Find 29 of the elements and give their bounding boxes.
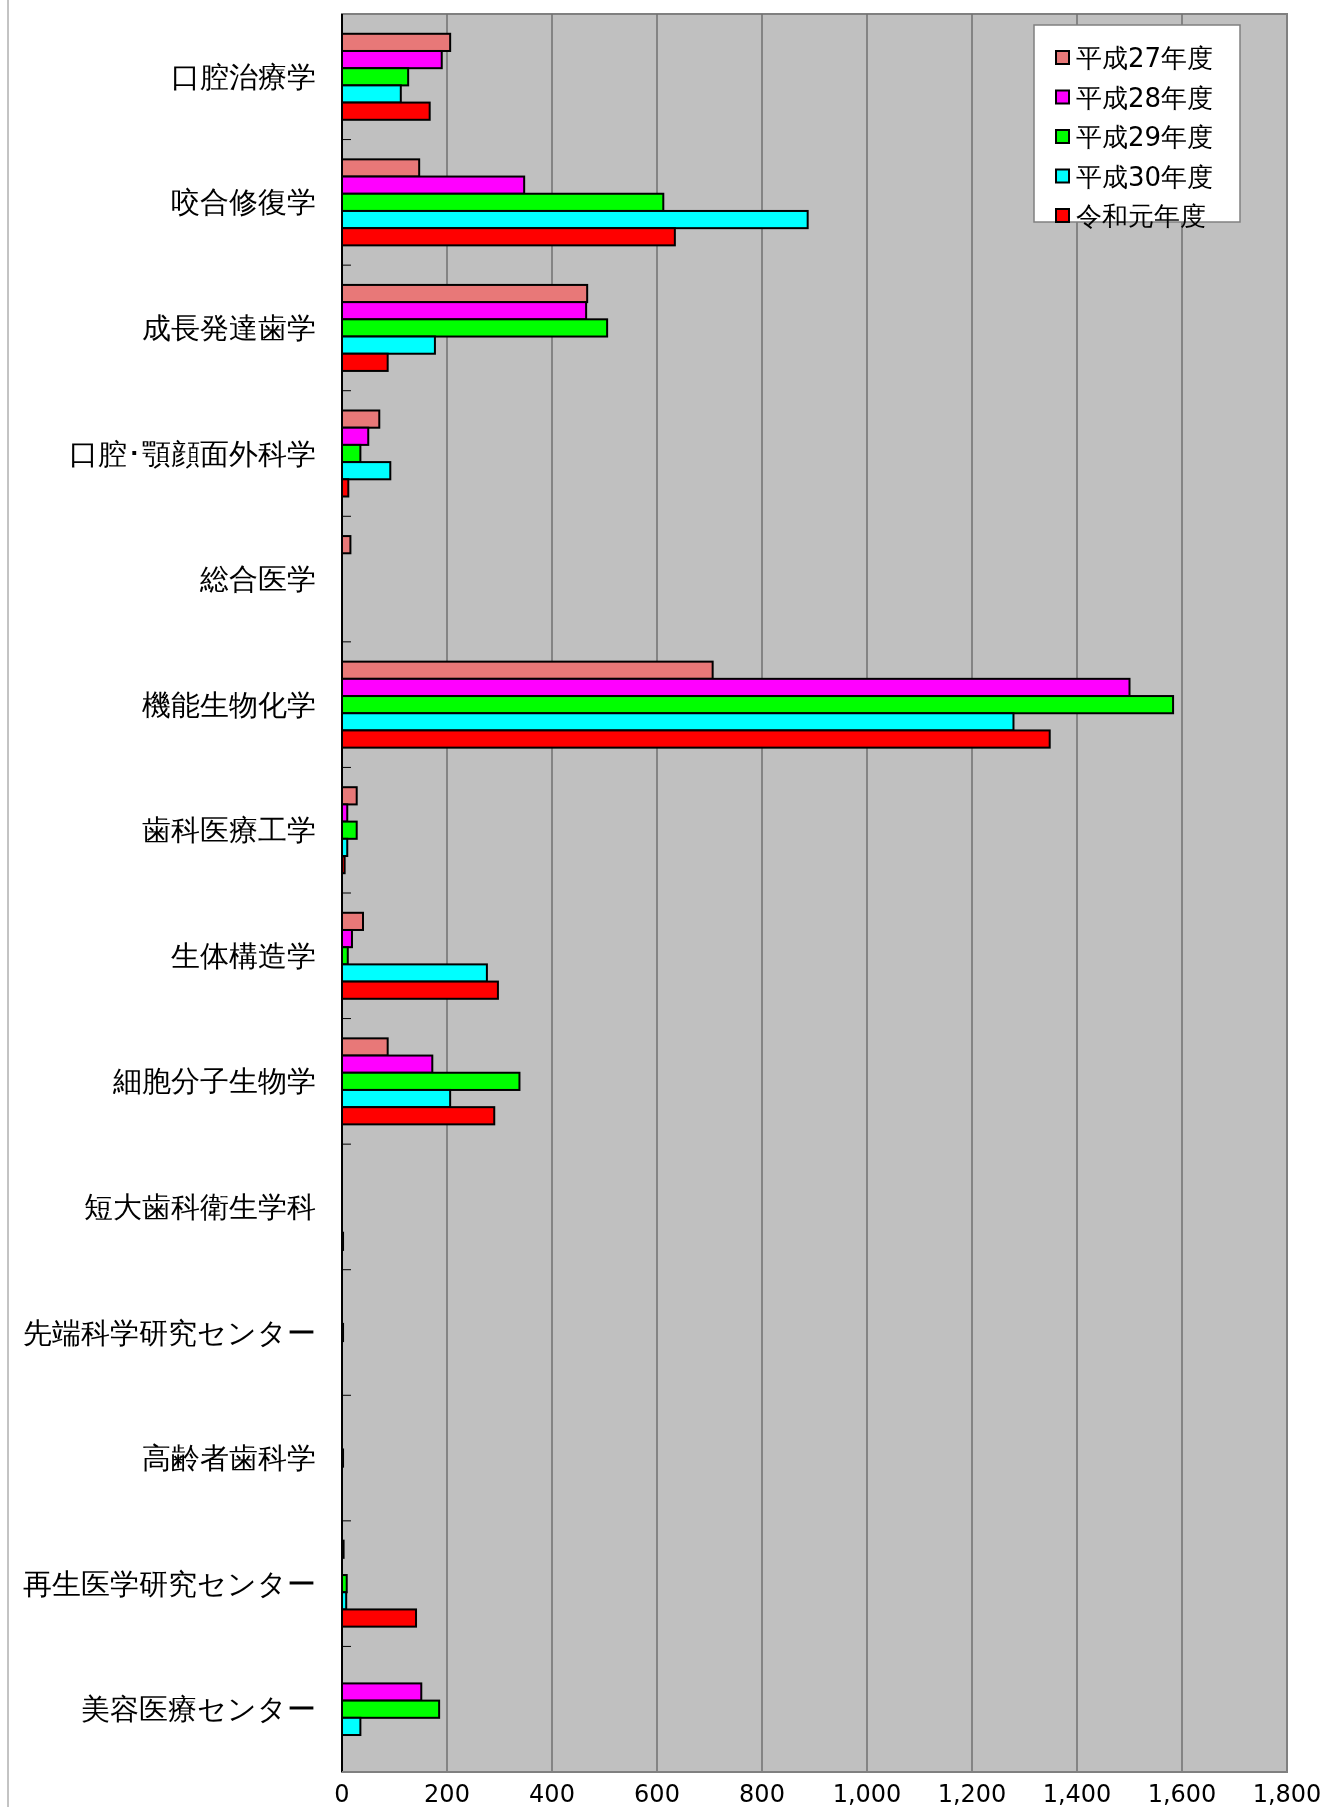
- y-tick-label: 口腔･顎顔面外科学: [69, 436, 316, 471]
- x-tick-label: 1,400: [1042, 1780, 1112, 1807]
- x-tick-label: 600: [634, 1780, 680, 1807]
- y-tick-label: 再生医学研究センター: [23, 1566, 316, 1601]
- y-tick-label: 高齢者歯科学: [142, 1441, 316, 1476]
- x-tick-label: 1,000: [832, 1780, 902, 1807]
- y-tick-label: 生体構造学: [171, 938, 316, 973]
- x-tick-label: 1,800: [1252, 1780, 1322, 1807]
- x-tick-label: 800: [739, 1780, 785, 1807]
- y-tick-label: 総合医学: [199, 562, 316, 597]
- x-tick-label: 1,200: [937, 1780, 1007, 1807]
- y-tick-label: 歯科医療工学: [142, 813, 316, 848]
- legend-label: 平成29年度: [1076, 122, 1214, 152]
- legend-label: 平成30年度: [1076, 161, 1214, 192]
- legend-label: 令和元年度: [1076, 201, 1206, 231]
- y-tick-label: 咬合修復学: [171, 185, 316, 220]
- y-tick-label: 成長発達歯学: [142, 310, 316, 345]
- y-tick-label: 短大歯科衛生学科: [84, 1189, 316, 1224]
- y-tick-label: 細胞分子生物学: [112, 1064, 316, 1099]
- y-tick-label: 美容医療センター: [81, 1692, 316, 1727]
- legend-label: 平成28年度: [1076, 82, 1214, 113]
- x-tick-label: 0: [334, 1780, 350, 1807]
- y-tick-label: 機能生物化学: [142, 687, 316, 722]
- y-tick-label: 先端科学研究センター: [23, 1315, 316, 1350]
- y-tick-label: 口腔治療学: [171, 59, 316, 94]
- x-tick-label: 400: [529, 1780, 575, 1807]
- x-tick-label: 200: [424, 1780, 470, 1807]
- x-tick-label: 1,600: [1147, 1780, 1217, 1807]
- legend-label: 平成27年度: [1076, 43, 1214, 73]
